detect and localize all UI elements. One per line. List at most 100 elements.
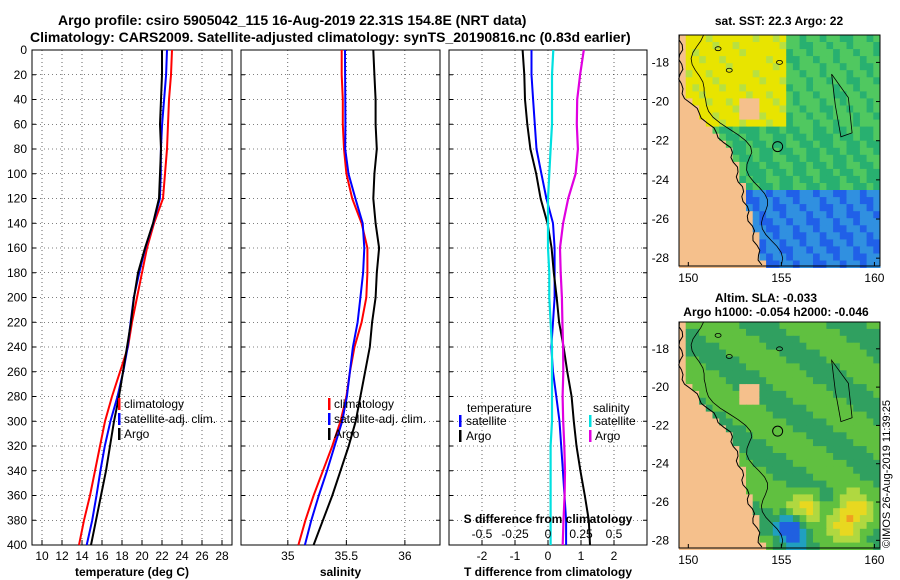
map-cell [813, 377, 821, 385]
map-cell [846, 190, 854, 198]
map-cell [679, 522, 687, 530]
map-cell [739, 35, 747, 43]
map-cell [873, 439, 881, 447]
map-cell [873, 49, 881, 57]
map-cell [846, 246, 854, 254]
map-cell [873, 211, 881, 219]
map-cell [752, 161, 760, 170]
map-cell [712, 480, 720, 488]
map-cell [746, 175, 754, 184]
map-cell [732, 335, 740, 344]
map-cell [873, 232, 881, 240]
map-cell [866, 535, 874, 544]
map-cell [772, 225, 780, 233]
x-tick-label: 10 [35, 549, 49, 563]
map-cell [752, 363, 760, 371]
map-cell [725, 480, 734, 488]
map-cell [732, 418, 740, 426]
sst-map [678, 34, 881, 268]
map-cell [725, 77, 734, 85]
map-cell [752, 342, 760, 351]
map-cell [752, 418, 760, 426]
map-cell [752, 91, 760, 99]
map-cell [853, 459, 861, 468]
map-cell [819, 342, 827, 351]
map-cell [813, 515, 821, 523]
map-cell [839, 487, 847, 495]
map-y-tick-label: -22 [652, 418, 670, 432]
map-cell [833, 349, 841, 357]
map-cell [866, 473, 874, 482]
map-cell [859, 232, 868, 240]
map-cell [719, 49, 727, 57]
map-cell [859, 133, 868, 142]
map-cell [699, 466, 707, 475]
map-cell [712, 328, 720, 337]
map-cell [766, 328, 774, 337]
map-cell [846, 56, 854, 64]
map-cell [679, 49, 687, 57]
map-cell [679, 218, 687, 226]
map-cell [866, 342, 874, 351]
map-cell [752, 432, 760, 440]
map-cell [846, 77, 854, 85]
map-cell [846, 487, 854, 495]
map-cell [712, 175, 720, 184]
map-cell [779, 119, 787, 128]
map-cell [766, 168, 774, 177]
map-cell [719, 328, 727, 337]
map-cell [705, 49, 713, 57]
map-cell [859, 253, 868, 261]
map-cell [772, 487, 780, 495]
legend-title: salinity [593, 401, 630, 415]
map-cell [712, 453, 720, 461]
map-cell [699, 91, 707, 99]
map-cell [712, 335, 720, 344]
map-cell [746, 154, 754, 163]
map-cell [679, 418, 687, 426]
map-cell [826, 439, 834, 447]
map-cell [692, 432, 700, 440]
map-y-tick-label: -18 [652, 55, 670, 69]
map-cell [806, 446, 814, 454]
map-cell [772, 140, 780, 149]
map-cell [692, 49, 700, 57]
map-cell [839, 77, 847, 85]
map-cell [746, 211, 754, 219]
map-cell [792, 197, 801, 205]
x-tick-label: 22 [155, 549, 169, 563]
map-cell [873, 42, 881, 50]
map-cell [859, 335, 868, 344]
map-cell [839, 70, 847, 78]
map-cell [833, 91, 841, 99]
map-cell [806, 218, 814, 226]
map-cell [772, 439, 780, 447]
map-cell [679, 140, 687, 149]
map-cell [746, 246, 754, 254]
map-cell [685, 70, 693, 78]
map-cell [679, 397, 687, 406]
map-cell [806, 91, 814, 99]
map-cell [705, 342, 713, 351]
map-cell [833, 70, 841, 78]
series-line-satellite-adj-clim- [303, 49, 366, 546]
map-cell [699, 439, 707, 447]
map-cell [866, 140, 874, 149]
map-cell [719, 397, 727, 406]
map-cell [853, 425, 861, 433]
map-cell [819, 425, 827, 433]
map-cell [839, 119, 847, 128]
map-cell [739, 384, 747, 392]
map-cell [692, 446, 700, 454]
map-cell [873, 425, 881, 433]
map-cell [746, 453, 754, 461]
map-cell [866, 63, 874, 71]
bathymetry-contour [690, 34, 784, 265]
x-tick-label: -1 [510, 549, 521, 563]
map-cell [719, 225, 727, 233]
map-cell [705, 105, 713, 113]
map-cell [866, 49, 874, 57]
map-cell [819, 439, 827, 447]
map-cell [873, 147, 881, 156]
map-cell [732, 91, 740, 99]
